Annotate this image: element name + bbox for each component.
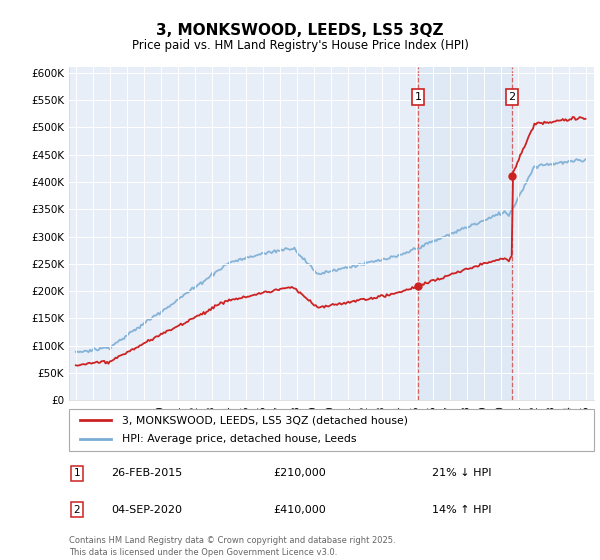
Text: Price paid vs. HM Land Registry's House Price Index (HPI): Price paid vs. HM Land Registry's House …	[131, 39, 469, 53]
Text: 1: 1	[73, 468, 80, 478]
Text: 3, MONKSWOOD, LEEDS, LS5 3QZ: 3, MONKSWOOD, LEEDS, LS5 3QZ	[156, 24, 444, 38]
Text: 21% ↓ HPI: 21% ↓ HPI	[432, 468, 491, 478]
Text: 1: 1	[415, 92, 422, 102]
Text: 04-SEP-2020: 04-SEP-2020	[111, 505, 182, 515]
Text: 2: 2	[73, 505, 80, 515]
FancyBboxPatch shape	[69, 409, 594, 451]
Text: 26-FEB-2015: 26-FEB-2015	[111, 468, 182, 478]
Text: 14% ↑ HPI: 14% ↑ HPI	[432, 505, 491, 515]
Text: £410,000: £410,000	[274, 505, 326, 515]
Text: HPI: Average price, detached house, Leeds: HPI: Average price, detached house, Leed…	[121, 435, 356, 445]
Text: 3, MONKSWOOD, LEEDS, LS5 3QZ (detached house): 3, MONKSWOOD, LEEDS, LS5 3QZ (detached h…	[121, 415, 407, 425]
Text: 2: 2	[509, 92, 515, 102]
Text: £210,000: £210,000	[274, 468, 326, 478]
Text: Contains HM Land Registry data © Crown copyright and database right 2025.
This d: Contains HM Land Registry data © Crown c…	[69, 536, 395, 557]
Bar	[418, 67, 512, 400]
